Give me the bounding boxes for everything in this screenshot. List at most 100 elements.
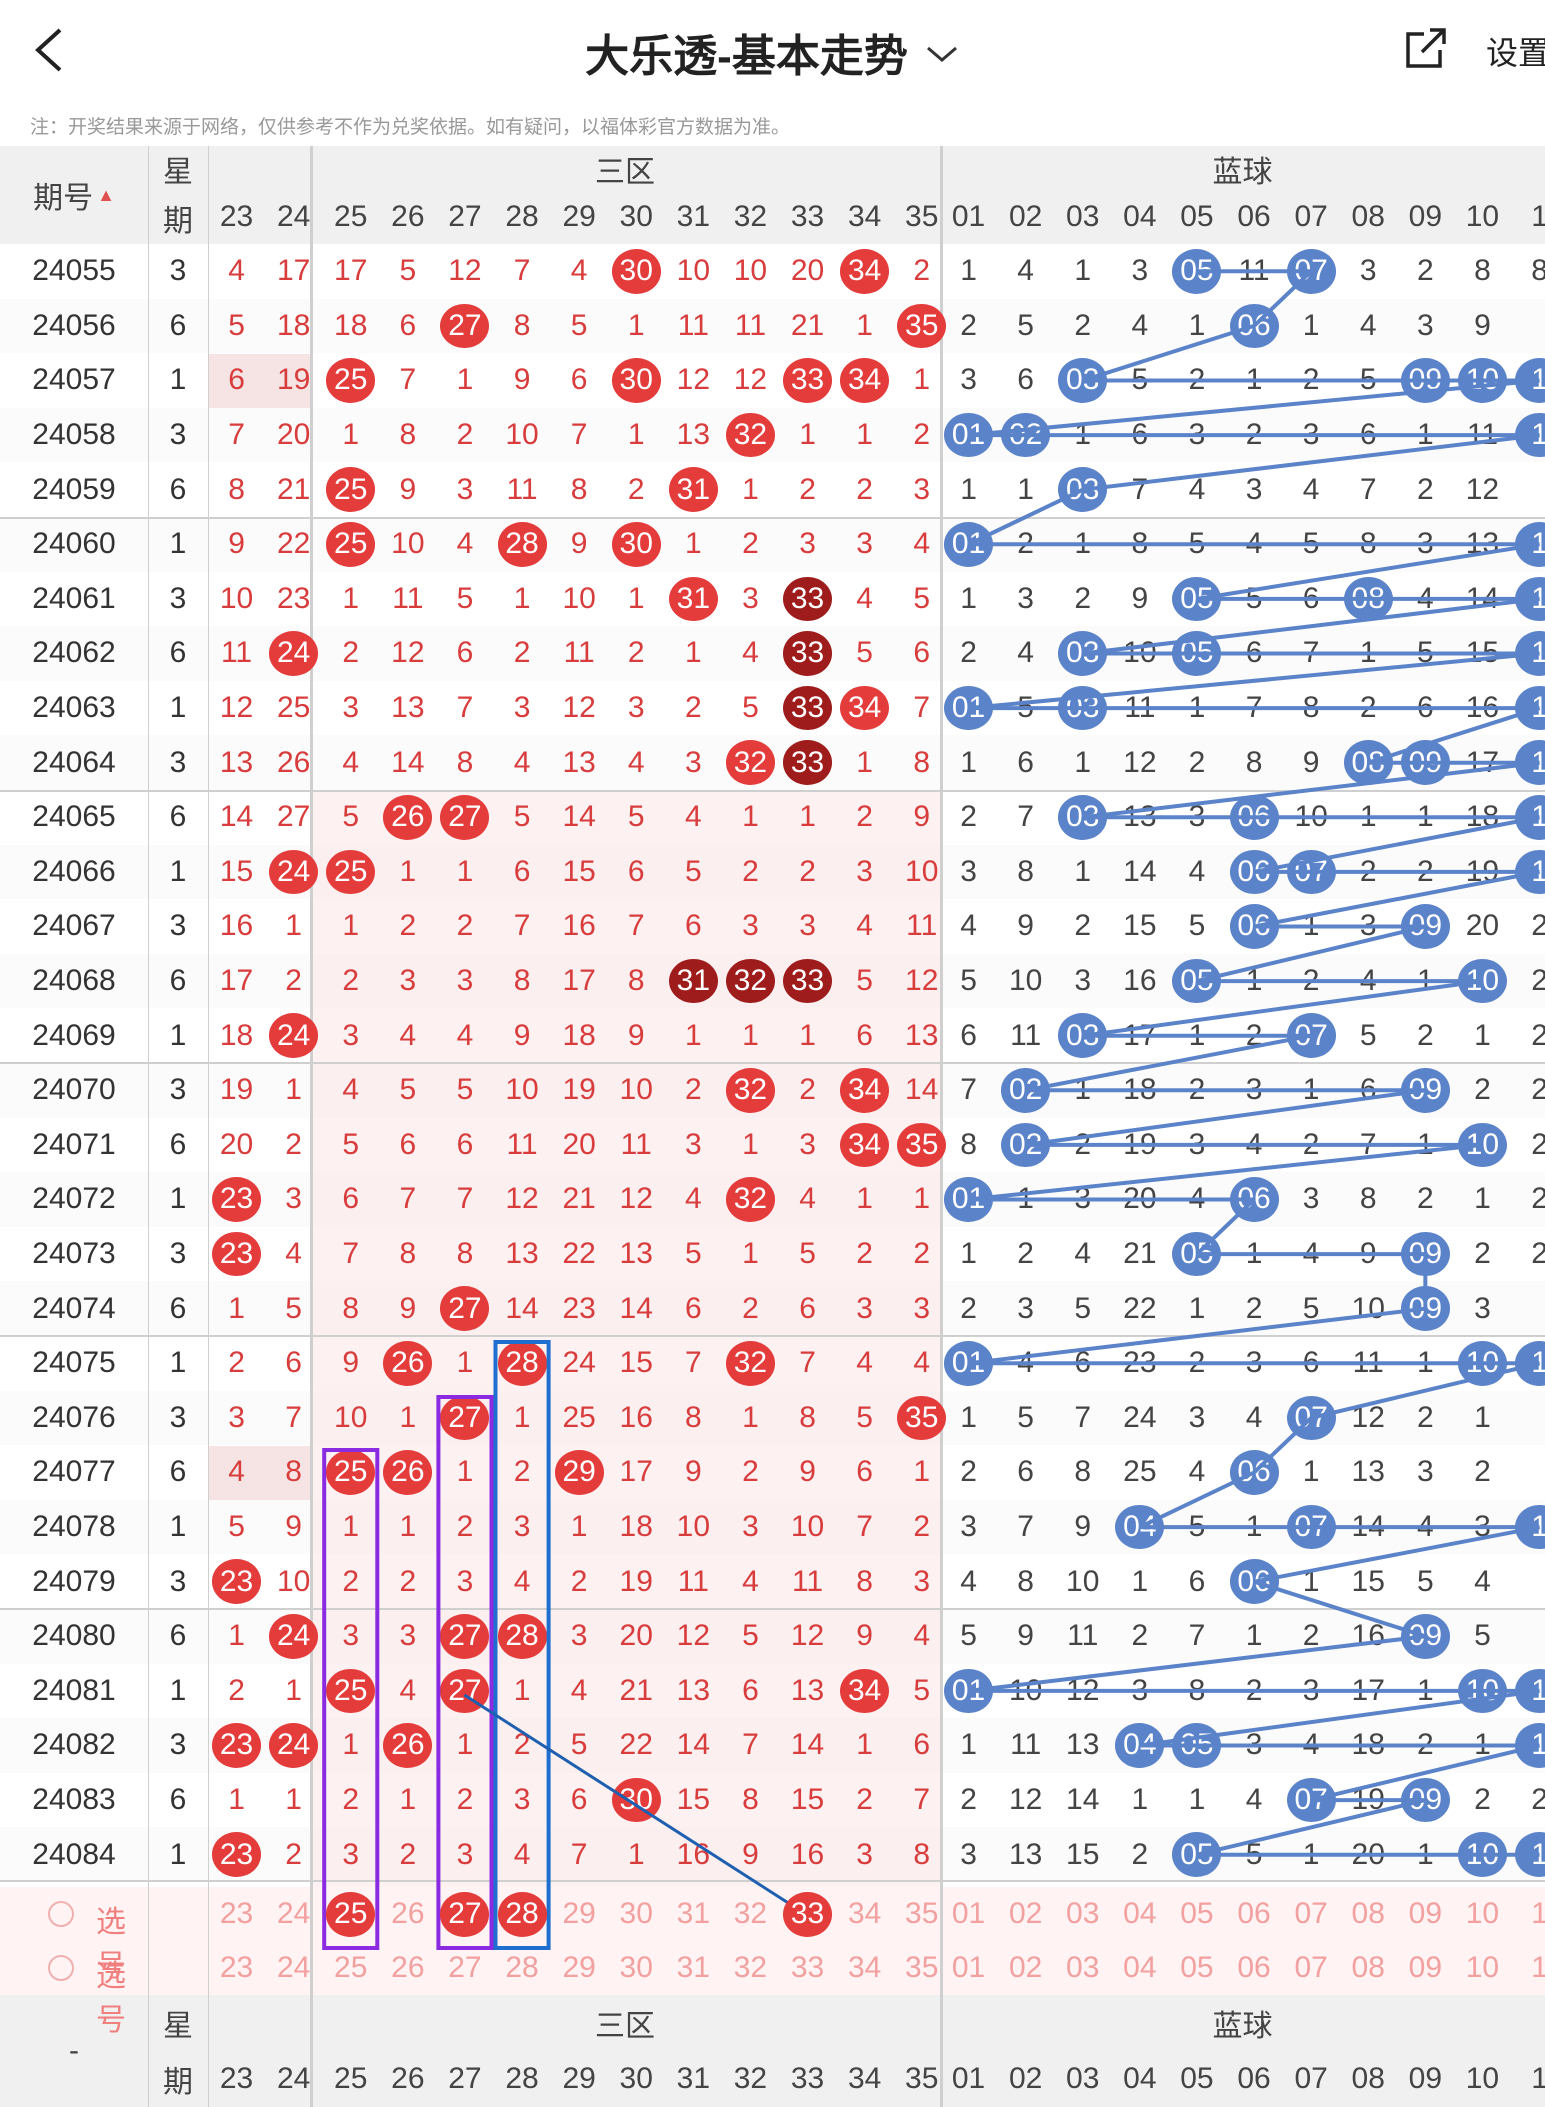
select-number[interactable]: 35 — [905, 1951, 939, 1985]
red-col-header: 33 — [790, 200, 825, 233]
select-number[interactable]: 31 — [676, 1951, 711, 1985]
select-number[interactable]: 32 — [733, 1897, 768, 1931]
period-number: 24055 — [32, 254, 116, 288]
select-number[interactable]: 05 — [1180, 1951, 1214, 1985]
selected-red-ball[interactable]: 33 — [783, 1892, 833, 1937]
select-number[interactable]: 34 — [847, 1897, 882, 1931]
weekday-value: 1 — [169, 363, 187, 397]
blue-omission-value: 20 — [1351, 1837, 1385, 1871]
omission-value: 3 — [342, 691, 360, 725]
share-button[interactable] — [1400, 22, 1452, 74]
select-number[interactable]: 06 — [1237, 1897, 1271, 1931]
omission-value: 4 — [799, 1182, 816, 1216]
select-number[interactable]: 1 — [1531, 1951, 1545, 1985]
page-title: 大乐透-基本走势 — [585, 32, 908, 81]
select-number[interactable]: 07 — [1294, 1951, 1328, 1985]
select-number[interactable]: 30 — [619, 1897, 653, 1931]
select-number[interactable]: 32 — [733, 1951, 768, 1985]
weekday-value: 3 — [169, 1564, 187, 1598]
omission-value: 10 — [905, 854, 939, 888]
omission-value: 12 — [905, 964, 939, 998]
select-number[interactable]: 01 — [951, 1951, 986, 1985]
select-number[interactable]: 09 — [1408, 1951, 1443, 1985]
period-number: 24073 — [32, 1237, 116, 1271]
selected-red-ball[interactable]: 25 — [326, 1892, 376, 1937]
select-number[interactable]: 06 — [1237, 1951, 1271, 1985]
select-number[interactable]: 33 — [790, 1951, 825, 1985]
select-number[interactable]: 08 — [1351, 1897, 1385, 1931]
period-header[interactable]: 期号 ▲ — [33, 182, 115, 215]
red-ball: 24 — [269, 1723, 319, 1768]
select-number[interactable]: 1 — [1531, 1897, 1545, 1931]
select-number[interactable]: 05 — [1180, 1897, 1214, 1931]
select-number[interactable]: 23 — [219, 1897, 254, 1931]
omission-value: 12 — [391, 636, 425, 670]
blue-omission-value: 3 — [1017, 581, 1034, 615]
back-button[interactable] — [26, 22, 72, 78]
select-number[interactable]: 25 — [334, 1951, 368, 1985]
select-number[interactable]: 23 — [219, 1951, 254, 1985]
select-number[interactable]: 03 — [1066, 1951, 1100, 1985]
select-number[interactable]: 02 — [1008, 1951, 1043, 1985]
blue-omission-value: 8 — [1188, 1673, 1206, 1707]
blue-col-header: 09 — [1408, 200, 1443, 233]
select-number[interactable]: 34 — [847, 1951, 882, 1985]
red-ball: 32 — [725, 740, 775, 785]
select-radio[interactable] — [48, 1955, 74, 1981]
select-number[interactable]: 10 — [1465, 1897, 1500, 1931]
footer-blue-label: 蓝球 — [1212, 2010, 1273, 2043]
blue-ball: 06 — [1229, 1450, 1279, 1495]
omission-value: 9 — [228, 527, 245, 561]
select-number[interactable]: 09 — [1408, 1897, 1443, 1931]
select-number[interactable]: 29 — [562, 1951, 596, 1985]
blue-omission-value: 1 — [960, 472, 977, 506]
title-dropdown[interactable]: 大乐透-基本走势 — [585, 20, 960, 84]
select-number[interactable]: 10 — [1465, 1951, 1500, 1985]
select-number[interactable]: 28 — [505, 1951, 539, 1985]
select-number[interactable]: 31 — [676, 1897, 711, 1931]
blue-omission-value: 6 — [1017, 363, 1034, 397]
omission-value: 21 — [276, 472, 311, 506]
select-number[interactable]: 29 — [562, 1897, 596, 1931]
select-number[interactable]: 24 — [276, 1951, 311, 1985]
blue-omission-value: 1 — [1245, 964, 1263, 998]
row-group-divider — [0, 1608, 1545, 1610]
select-number[interactable]: 30 — [619, 1951, 653, 1985]
select-number[interactable]: 08 — [1351, 1951, 1385, 1985]
column-divider — [148, 146, 149, 2107]
weekday-value: 3 — [169, 1728, 187, 1762]
select-number[interactable]: 01 — [951, 1897, 986, 1931]
omission-value: 5 — [856, 1400, 873, 1434]
select-number[interactable]: 04 — [1123, 1951, 1157, 1985]
blue-omission-value: 9 — [1131, 581, 1149, 615]
select-number[interactable]: 26 — [391, 1897, 425, 1931]
select-number[interactable]: 04 — [1123, 1897, 1157, 1931]
blue-omission-value: 3 — [1188, 1400, 1206, 1434]
selected-red-ball[interactable]: 28 — [497, 1892, 547, 1937]
blue-omission-value: 20 — [1123, 1182, 1157, 1216]
select-number[interactable]: 35 — [905, 1897, 939, 1931]
omission-value: 5 — [742, 691, 759, 725]
select-number[interactable]: 24 — [276, 1897, 311, 1931]
select-number[interactable]: 03 — [1066, 1897, 1100, 1931]
blue-omission-value: 4 — [1188, 1182, 1206, 1216]
select-number[interactable]: 27 — [448, 1951, 482, 1985]
weekday-value: 6 — [169, 1291, 187, 1325]
select-number[interactable]: 26 — [391, 1951, 425, 1985]
blue-omission-value: 6 — [1417, 691, 1434, 725]
settings-button[interactable]: 设置 — [1486, 35, 1545, 71]
select-radio[interactable] — [48, 1901, 74, 1927]
blue-omission-value: 8 — [1017, 854, 1034, 888]
omission-value: 5 — [627, 800, 645, 834]
blue-omission-value: 3 — [1417, 308, 1434, 342]
blue-ball: 10 — [1457, 1122, 1507, 1168]
omission-value: 3 — [342, 1018, 360, 1052]
blue-ball: 01 — [944, 685, 994, 731]
select-number[interactable]: 02 — [1008, 1897, 1043, 1931]
red-col-header: 30 — [619, 200, 653, 233]
red-col-header: 28 — [505, 200, 539, 233]
select-number[interactable]: 07 — [1294, 1897, 1328, 1931]
omission-value: 1 — [742, 1127, 759, 1161]
red-ball: 25 — [326, 358, 376, 403]
selected-red-ball[interactable]: 27 — [440, 1892, 490, 1937]
